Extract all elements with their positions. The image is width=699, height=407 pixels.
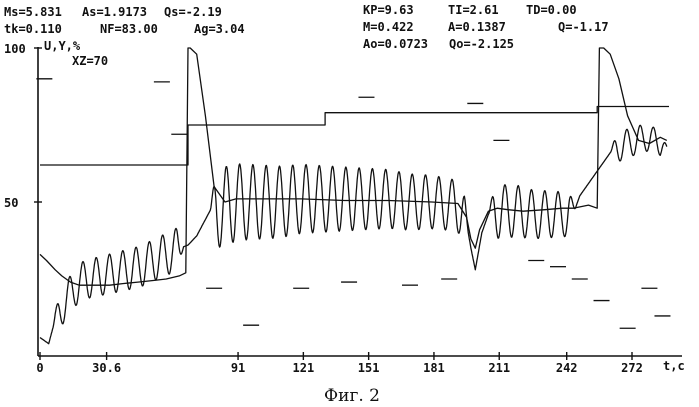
x-tick-label: 242 (556, 361, 578, 375)
param-qs: Qs=-2.19 (164, 5, 222, 19)
x-tick-label: 30.6 (92, 361, 121, 375)
series-output_oscillating (40, 125, 667, 343)
param-a: A=0.1387 (448, 20, 506, 34)
x-tick-label: 181 (423, 361, 445, 375)
x-tick-label: 211 (488, 361, 510, 375)
series-control (40, 48, 667, 285)
series-setpoint (40, 107, 669, 166)
param-tk: tk=0.110 (4, 22, 62, 36)
figure-caption: Фиг. 2 (324, 386, 380, 406)
x-tick-label: 121 (293, 361, 315, 375)
y-tick-label: 50 (4, 196, 18, 210)
y-axis-label: U,Y,% (44, 39, 81, 53)
param-ti: TI=2.61 (448, 3, 499, 17)
setpoint-annotation: XZ=70 (72, 54, 108, 68)
param-ao: Ao=0.0723 (363, 37, 428, 51)
header-left: Ms=5.831 As=1.9173 Qs=-2.19 tk=0.110 NF=… (4, 5, 245, 36)
x-tick-label: 151 (358, 361, 380, 375)
param-qo: Qo=-2.125 (449, 37, 514, 51)
param-kp: KP=9.63 (363, 3, 414, 17)
y-tick-label: 100 (4, 42, 26, 56)
param-as: As=1.9173 (82, 5, 147, 19)
header-right: KP=9.63 TI=2.61 TD=0.00 M=0.422 A=0.1387… (363, 3, 609, 51)
y-ticks: 100 50 (4, 42, 42, 210)
param-ms: Ms=5.831 (4, 5, 62, 19)
x-tick-label: 272 (621, 361, 643, 375)
x-axis-label: t,c (663, 359, 685, 373)
param-q: Q=-1.17 (558, 20, 609, 34)
x-tick-label: 91 (231, 361, 245, 375)
param-td: TD=0.00 (526, 3, 577, 17)
param-nf: NF=83.00 (100, 22, 158, 36)
param-ag: Ag=3.04 (194, 22, 245, 36)
param-m: M=0.422 (363, 20, 414, 34)
x-tick-label: 0 (36, 361, 43, 375)
stray-marks (36, 79, 670, 328)
series-layer (40, 48, 669, 344)
